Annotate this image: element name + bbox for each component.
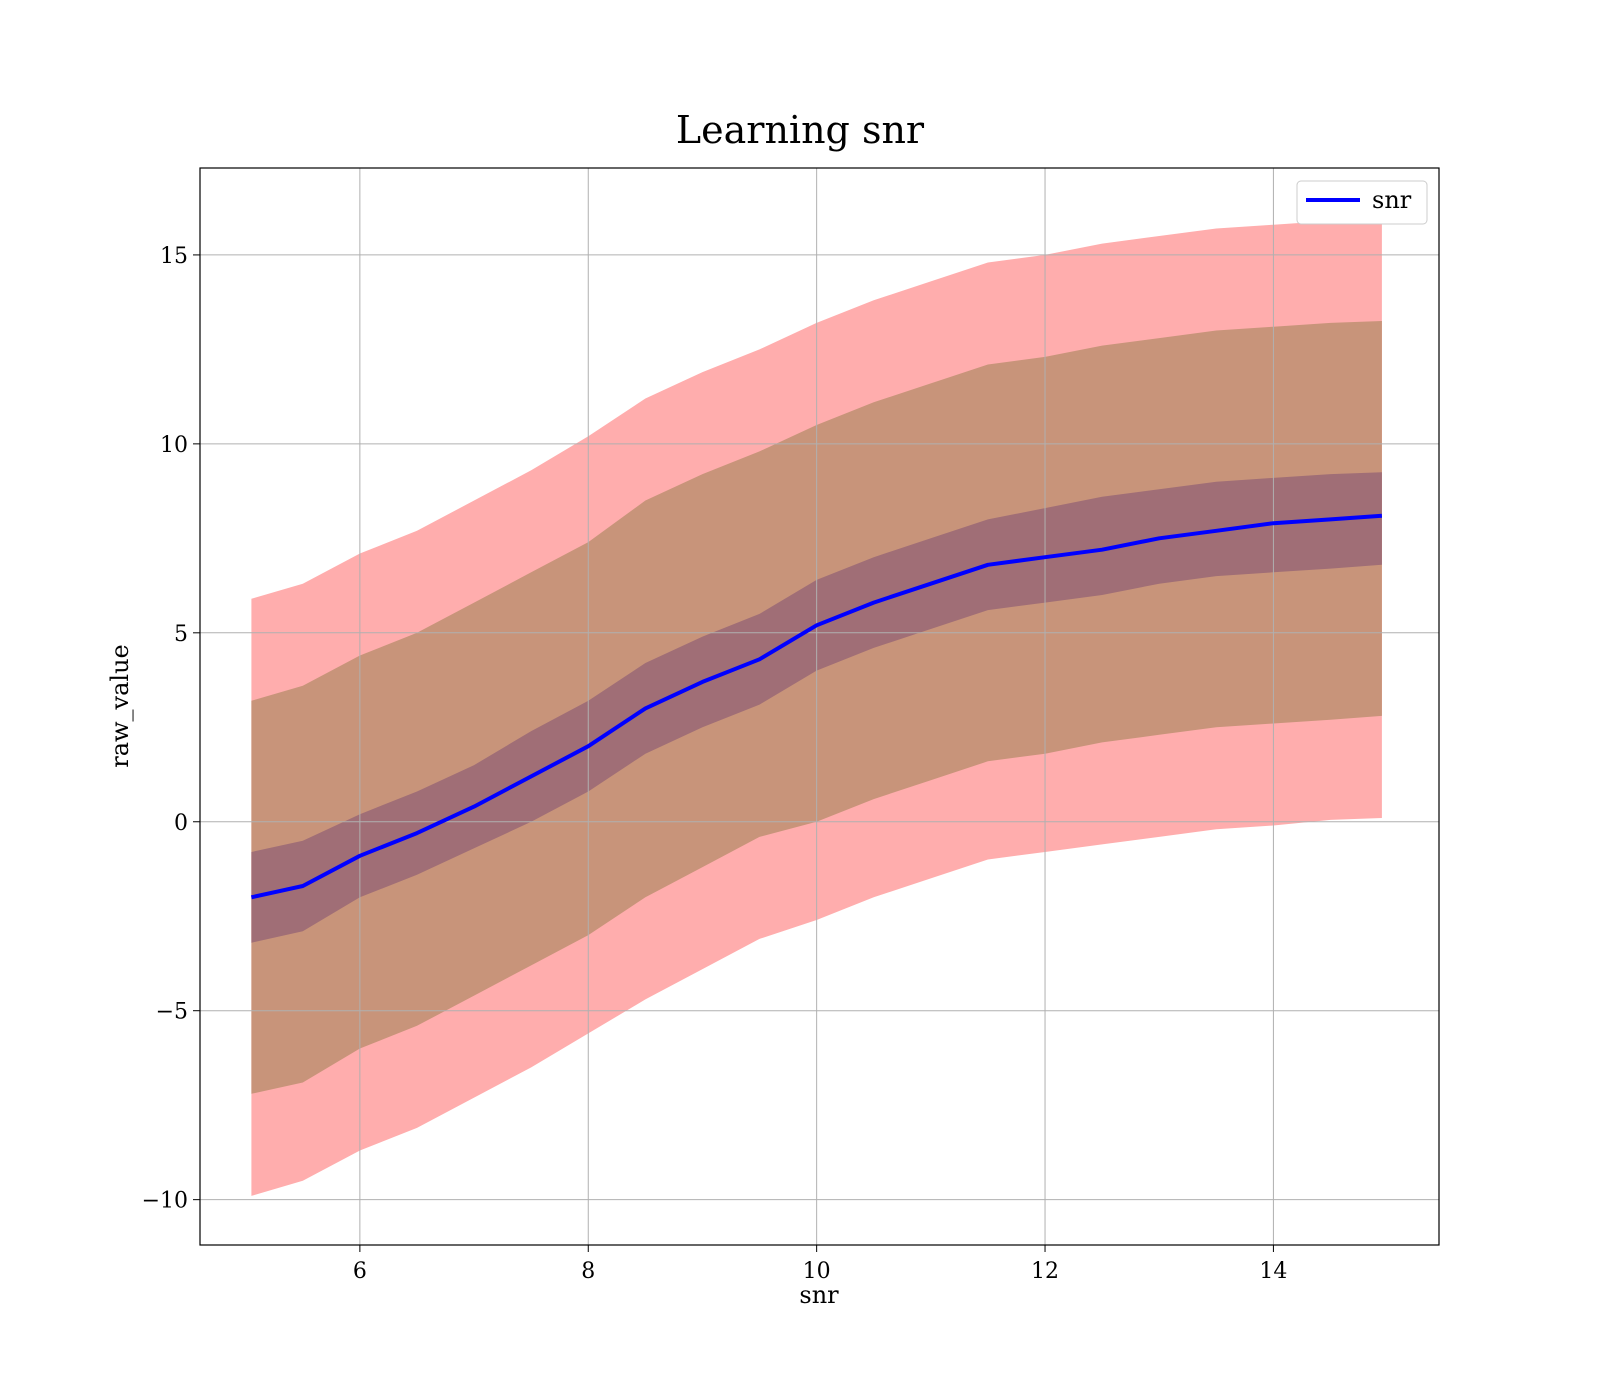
- y-axis-label: raw_value: [106, 644, 134, 768]
- x-tick-label: 6: [353, 1259, 367, 1284]
- x-tick-label: 14: [1259, 1259, 1287, 1284]
- series-lines: [250, 513, 1383, 900]
- grid-lines: [200, 168, 1439, 1245]
- legend-box: [1296, 180, 1428, 225]
- chart-title: Learning snr: [676, 108, 925, 152]
- y-tick-label: 0: [174, 811, 188, 836]
- y-axis-ticks: −10 −5 0 5 10 15: [142, 244, 200, 1214]
- x-tick-label: 12: [1031, 1259, 1059, 1284]
- y-tick-label: 5: [174, 622, 188, 647]
- plot-area-frame: [199, 167, 1440, 1246]
- x-tick-label: 10: [803, 1259, 831, 1284]
- band-inner: [251, 472, 1382, 943]
- x-axis-ticks: 6 8 10 12 14: [353, 1245, 1287, 1284]
- x-axis-label: snr: [799, 1281, 839, 1309]
- series-line-snr: [250, 513, 1383, 900]
- x-tick-label: 8: [581, 1259, 595, 1284]
- legend: snr: [1296, 180, 1428, 225]
- y-tick-label: −10: [142, 1189, 188, 1214]
- y-tick-label: 10: [160, 433, 188, 458]
- y-tick-label: 15: [160, 244, 188, 269]
- legend-label: snr: [1372, 186, 1412, 214]
- y-tick-label: −5: [156, 1000, 188, 1025]
